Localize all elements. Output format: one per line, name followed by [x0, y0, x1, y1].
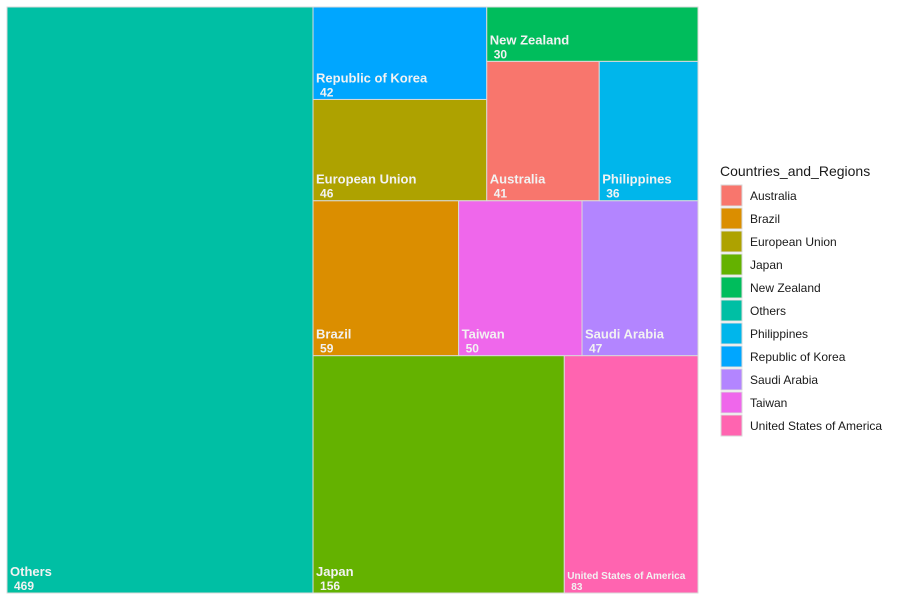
tile-rect-republic-of-korea: [312, 6, 488, 100]
tile-label-saudi-arabia: Saudi Arabia: [585, 327, 665, 342]
legend-key-brazil: [720, 207, 743, 230]
legend-label-brazil: Brazil: [750, 212, 780, 226]
legend-key-philippines: [720, 322, 743, 345]
tile-label-european-union: European Union: [316, 172, 416, 187]
legend-item-new-zealand: New Zealand: [720, 276, 821, 299]
legend-item-philippines: Philippines: [720, 322, 808, 345]
tile-label-new-zealand: New Zealand: [490, 32, 570, 47]
tile-label-united-states-of-america: United States of America: [567, 571, 685, 582]
legend-label-others: Others: [750, 304, 786, 318]
tile-rect-european-union: [312, 98, 488, 202]
tile-value-philippines: 36: [606, 187, 620, 201]
legend-label-australia: Australia: [750, 189, 797, 203]
legend-title: Countries_and_Regions: [720, 163, 870, 179]
tile-label-australia: Australia: [490, 172, 546, 187]
legend-key-republic-of-korea: [720, 345, 743, 368]
tile-value-taiwan: 50: [466, 342, 480, 356]
tile-value-republic-of-korea: 42: [320, 85, 334, 99]
legend-label-new-zealand: New Zealand: [750, 281, 821, 295]
tile-rect-brazil: [312, 200, 460, 357]
legend-item-others: Others: [720, 299, 786, 322]
legend-label-european-union: European Union: [750, 235, 837, 249]
legend-key-australia: [720, 184, 743, 207]
tile-rect-others: [6, 6, 314, 594]
tile-value-brazil: 59: [320, 342, 334, 356]
tile-value-united-states-of-america: 83: [571, 582, 583, 593]
tile-value-others: 469: [14, 579, 34, 593]
legend-key-others: [720, 299, 743, 322]
legend-key-saudi-arabia: [720, 368, 743, 391]
legend-label-saudi-arabia: Saudi Arabia: [750, 373, 818, 387]
legend-label-japan: Japan: [750, 258, 783, 272]
tile-value-european-union: 46: [320, 187, 334, 201]
tile-label-taiwan: Taiwan: [462, 327, 505, 342]
legend-key-united-states-of-america: [720, 414, 743, 437]
legend-item-japan: Japan: [720, 253, 783, 276]
legend-label-taiwan: Taiwan: [750, 396, 787, 410]
legend-item-united-states-of-america: United States of America: [720, 414, 882, 437]
tile-rect-philippines: [598, 60, 699, 202]
tile-label-others: Others: [10, 564, 52, 579]
legend-item-republic-of-korea: Republic of Korea: [720, 345, 846, 368]
legend-item-taiwan: Taiwan: [720, 391, 787, 414]
legend-item-saudi-arabia: Saudi Arabia: [720, 368, 818, 391]
tile-rect-japan: [312, 355, 565, 594]
legend-key-new-zealand: [720, 276, 743, 299]
tile-value-new-zealand: 30: [494, 47, 508, 61]
legend-key-japan: [720, 253, 743, 276]
legend-key-european-union: [720, 230, 743, 253]
tile-label-philippines: Philippines: [602, 172, 671, 187]
tile-value-australia: 41: [494, 187, 508, 201]
tile-value-japan: 156: [320, 579, 340, 593]
tile-rect-united-states-of-america: [563, 355, 699, 594]
legend: Countries_and_Regions Australia Brazil Eur…: [720, 163, 882, 437]
tile-label-brazil: Brazil: [316, 327, 351, 342]
legend-item-european-union: European Union: [720, 230, 837, 253]
tile-rect-taiwan: [458, 200, 583, 357]
legend-label-philippines: Philippines: [750, 327, 808, 341]
legend-item-brazil: Brazil: [720, 207, 780, 230]
legend-item-australia: Australia: [720, 184, 797, 207]
legend-key-taiwan: [720, 391, 743, 414]
tile-label-japan: Japan: [316, 564, 354, 579]
legend-label-united-states-of-america: United States of America: [750, 419, 882, 433]
legend-label-republic-of-korea: Republic of Korea: [750, 350, 846, 364]
tile-label-republic-of-korea: Republic of Korea: [316, 70, 428, 85]
tile-value-saudi-arabia: 47: [589, 342, 603, 356]
legend-items: Australia Brazil European Union Japan New Ze…: [720, 184, 882, 437]
tile-rect-new-zealand: [486, 6, 699, 62]
tile-rect-australia: [486, 60, 600, 202]
